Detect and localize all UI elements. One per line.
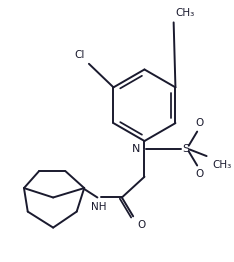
Text: CH₃: CH₃ <box>212 160 231 170</box>
Text: N: N <box>132 144 141 154</box>
Text: Cl: Cl <box>75 50 85 60</box>
Text: CH₃: CH₃ <box>176 8 195 18</box>
Text: O: O <box>138 220 146 230</box>
Text: S: S <box>182 144 190 154</box>
Text: O: O <box>196 118 204 128</box>
Text: O: O <box>196 169 204 179</box>
Text: NH: NH <box>91 202 106 212</box>
